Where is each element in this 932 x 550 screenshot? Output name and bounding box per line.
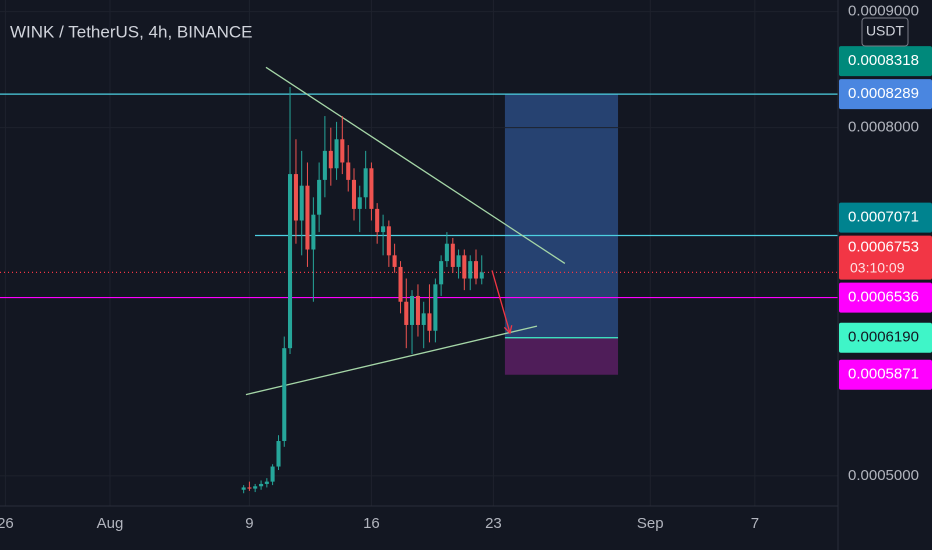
candle-body [282,348,287,442]
candle-body [241,487,246,490]
candle-body [334,139,339,169]
x-tick-label: Aug [97,515,124,532]
candle-body [287,174,293,349]
chart-title: WINK / TetherUS, 4h, BINANCE [10,22,252,41]
candle-body [409,295,415,325]
x-tick-label: 9 [245,515,253,532]
candle-body [462,255,467,279]
zones [504,94,619,375]
candle-body [421,313,426,325]
candle-body [317,179,322,215]
candle-body [369,168,374,209]
candle-body [433,284,438,331]
price-label-box [839,322,932,353]
countdown-label: 03:10:09 [850,259,905,275]
candle-body [276,441,281,467]
x-tick-label: 23 [485,515,502,532]
candle-body [311,214,316,250]
axes: 0.0005000 0.0008000 0.0009000 26 Aug 9 16 23 Sep… [0,3,932,532]
candle-body [247,487,252,489]
y-tick-label: 0.0008000 [848,119,919,136]
candle-body [299,185,304,221]
candle-body [468,261,473,279]
candle-body [375,208,380,233]
position-zone [504,94,619,338]
candle-body [404,301,409,325]
arrow-head [503,325,513,335]
candle-body [322,150,327,180]
candle-body [346,162,351,180]
candle-body [386,226,391,256]
candle-body [270,466,275,482]
candle-body [444,243,449,262]
candle-body [357,197,362,209]
arrow-line [491,270,511,334]
candle-body [456,255,461,267]
candle-body [398,266,403,302]
candle-body [293,174,298,221]
trend-line [245,325,538,396]
candle-body [264,481,269,484]
x-tick-label: 16 [363,515,380,532]
candle-body [450,243,455,267]
x-tick-label: 26 [0,515,14,532]
price-label: 0.0008289 [848,85,919,102]
price-label-box [839,235,932,280]
grid [0,0,838,506]
candle-body [415,295,420,325]
price-label: 0.0006536 [848,289,919,306]
x-tick-label: 7 [751,515,759,532]
candle-body [381,226,386,233]
candle-body [253,486,258,489]
trend-line [265,66,566,264]
currency-label[interactable]: USDT [866,23,905,39]
candle-body [259,483,264,487]
candle-body [392,255,397,267]
candle-body [351,179,357,209]
position-zone [504,337,619,375]
candle-body [427,313,432,331]
candle-body [363,168,368,198]
plot [0,66,838,494]
price-label: 0.0006190 [848,329,919,346]
candle-body [473,261,479,279]
candle-body [340,139,345,163]
x-tick-label: Sep [637,515,664,532]
y-tick-label: 0.0009000 [848,3,919,20]
price-label-box [839,46,932,77]
y-tick-label: 0.0005000 [848,467,919,484]
price-label-box [839,282,932,313]
candle-body [305,185,310,250]
price-label-box [839,79,932,110]
price-label-box [839,359,932,390]
price-label: 0.0005871 [848,366,919,383]
candle-body [328,150,333,169]
price-label-box [839,202,932,233]
candle-body [479,272,484,279]
price-label: 0.0006753 [848,239,919,256]
candle-body [439,261,444,285]
currency-box[interactable] [861,17,909,47]
price-label: 0.0007071 [848,209,919,226]
price-label: 0.0008318 [848,52,919,69]
